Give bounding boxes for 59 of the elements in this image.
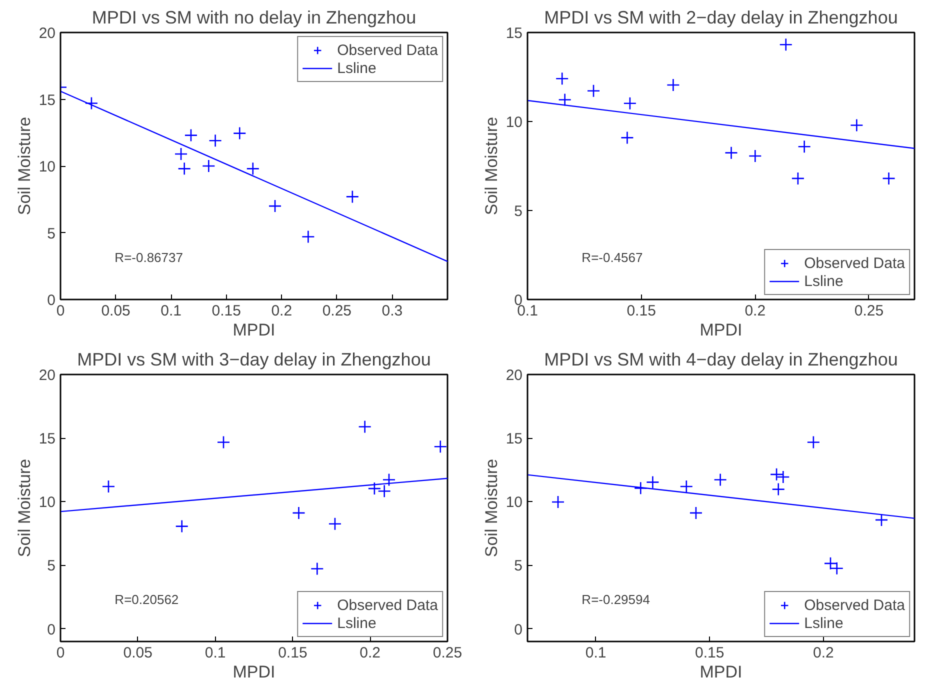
annotation: R=-0.4567 — [582, 250, 643, 265]
x-tick-label: 0.15 — [212, 302, 241, 320]
legend-label: Lsline — [804, 614, 844, 632]
y-tick-label: 10 — [38, 494, 56, 512]
chart-title: MPDI vs SM with 2−day delay in Zhengzhou — [544, 8, 898, 28]
x-tick-label: 0.15 — [695, 644, 724, 662]
annotation: R=-0.86737 — [114, 250, 183, 265]
y-tick-label: 5 — [514, 203, 522, 220]
y-tick-label: 15 — [506, 25, 523, 42]
y-tick-label: 0 — [47, 621, 56, 638]
x-tick-label: 0.25 — [322, 302, 352, 320]
chart-title: MPDI vs SM with 3−day delay in Zhengzhou — [77, 350, 431, 370]
y-tick-label: 5 — [47, 225, 56, 242]
annotation: R=0.20562 — [114, 592, 179, 607]
y-axis-title: Soil Moisture — [14, 458, 34, 558]
y-tick-label: 20 — [38, 25, 56, 42]
x-tick-label: 0.05 — [123, 644, 153, 662]
x-tick-label: 0.3 — [382, 302, 403, 320]
x-tick-label: 0.2 — [813, 644, 834, 662]
x-tick-label: 0.1 — [160, 302, 182, 320]
x-tick-label: 0.2 — [744, 302, 766, 320]
x-axis-title: MPDI — [700, 320, 742, 340]
x-axis-title: MPDI — [700, 662, 742, 682]
y-tick-label: 20 — [506, 367, 523, 384]
annotation: R=-0.29594 — [582, 592, 650, 607]
y-tick-label: 10 — [506, 494, 523, 512]
x-tick-label: 0.25 — [854, 302, 884, 320]
y-axis-title: Soil Moisture — [482, 458, 501, 558]
chart-title: MPDI vs SM with no delay in Zhengzhou — [92, 8, 416, 28]
y-tick-label: 5 — [514, 558, 522, 575]
chart-title: MPDI vs SM with 4−day delay in Zhengzhou — [544, 350, 898, 370]
legend-label: Lsline — [804, 272, 844, 290]
x-tick-label: 0.15 — [278, 644, 308, 662]
legend-label: Observed Data — [337, 596, 438, 614]
y-axis-title: Soil Moisture — [14, 116, 34, 216]
legend-label: Observed Data — [337, 41, 438, 59]
legend-label: Lsline — [337, 59, 376, 77]
y-tick-label: 0 — [47, 292, 56, 309]
x-axis-title: MPDI — [232, 662, 276, 682]
x-tick-label: 0.1 — [585, 644, 606, 662]
y-tick-label: 15 — [506, 430, 523, 448]
legend-label: Observed Data — [804, 254, 905, 272]
x-tick-label: 0.25 — [432, 644, 462, 662]
x-tick-label: 0.05 — [101, 302, 130, 320]
y-tick-label: 20 — [38, 367, 56, 384]
y-tick-label: 10 — [38, 158, 56, 176]
legend-label: Observed Data — [804, 596, 905, 614]
x-tick-label: 0.2 — [360, 644, 381, 662]
y-tick-label: 15 — [38, 92, 56, 109]
legend-label: Lsline — [337, 614, 376, 632]
y-tick-label: 15 — [38, 430, 56, 448]
y-tick-label: 0 — [514, 621, 522, 638]
x-tick-label: 0.15 — [626, 302, 656, 320]
y-tick-label: 5 — [47, 558, 56, 575]
x-tick-label: 0.2 — [271, 302, 292, 320]
x-axis-title: MPDI — [232, 320, 276, 340]
y-tick-label: 10 — [506, 114, 523, 131]
x-tick-label: 0.1 — [204, 644, 226, 662]
y-axis-title: Soil Moisture — [482, 116, 501, 216]
